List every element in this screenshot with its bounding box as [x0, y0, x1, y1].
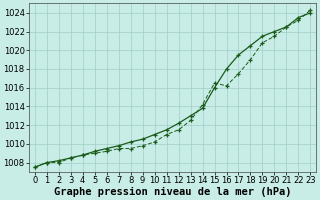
X-axis label: Graphe pression niveau de la mer (hPa): Graphe pression niveau de la mer (hPa) — [54, 186, 291, 197]
